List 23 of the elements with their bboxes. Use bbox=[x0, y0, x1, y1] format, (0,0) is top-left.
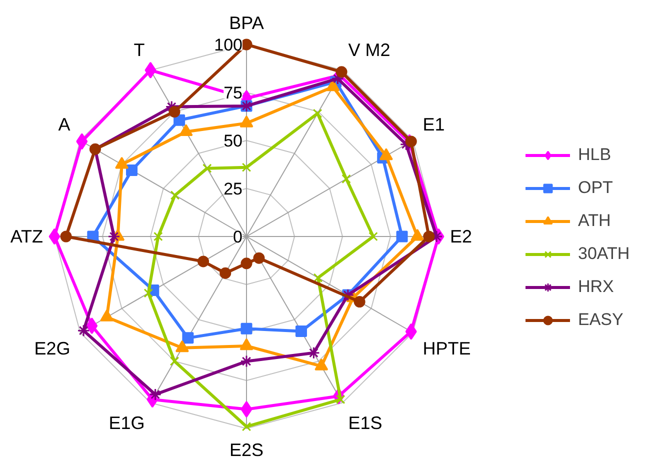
spoke-label: E2 bbox=[450, 226, 472, 246]
spoke-label: E1G bbox=[108, 412, 145, 433]
spoke-label: BPA bbox=[229, 12, 264, 33]
spoke-label: ATZ bbox=[10, 226, 43, 246]
legend-label: EASY bbox=[578, 310, 624, 330]
spoke-label: E1S bbox=[348, 412, 382, 433]
spoke-label: T bbox=[134, 40, 145, 60]
spoke-label: HPTE bbox=[422, 338, 471, 358]
legend-label: 30ATH bbox=[578, 244, 630, 264]
y-tick-label: 0 bbox=[233, 228, 243, 246]
legend-label: OPT bbox=[578, 178, 613, 198]
y-tick-label: 50 bbox=[224, 132, 243, 150]
spoke-label: E2S bbox=[229, 440, 264, 458]
spoke-label: V M2 bbox=[348, 40, 390, 60]
spoke-label: E2G bbox=[34, 338, 70, 358]
spoke-label: E1 bbox=[422, 114, 445, 135]
spoke-label: A bbox=[58, 114, 70, 135]
y-tick-label: 25 bbox=[224, 180, 243, 198]
legend-label: ATH bbox=[578, 211, 611, 231]
legend-label: HLB bbox=[578, 145, 612, 165]
y-tick-label: 75 bbox=[224, 84, 243, 102]
legend-label: HRX bbox=[578, 277, 614, 297]
y-tick-label: 100 bbox=[214, 36, 243, 54]
